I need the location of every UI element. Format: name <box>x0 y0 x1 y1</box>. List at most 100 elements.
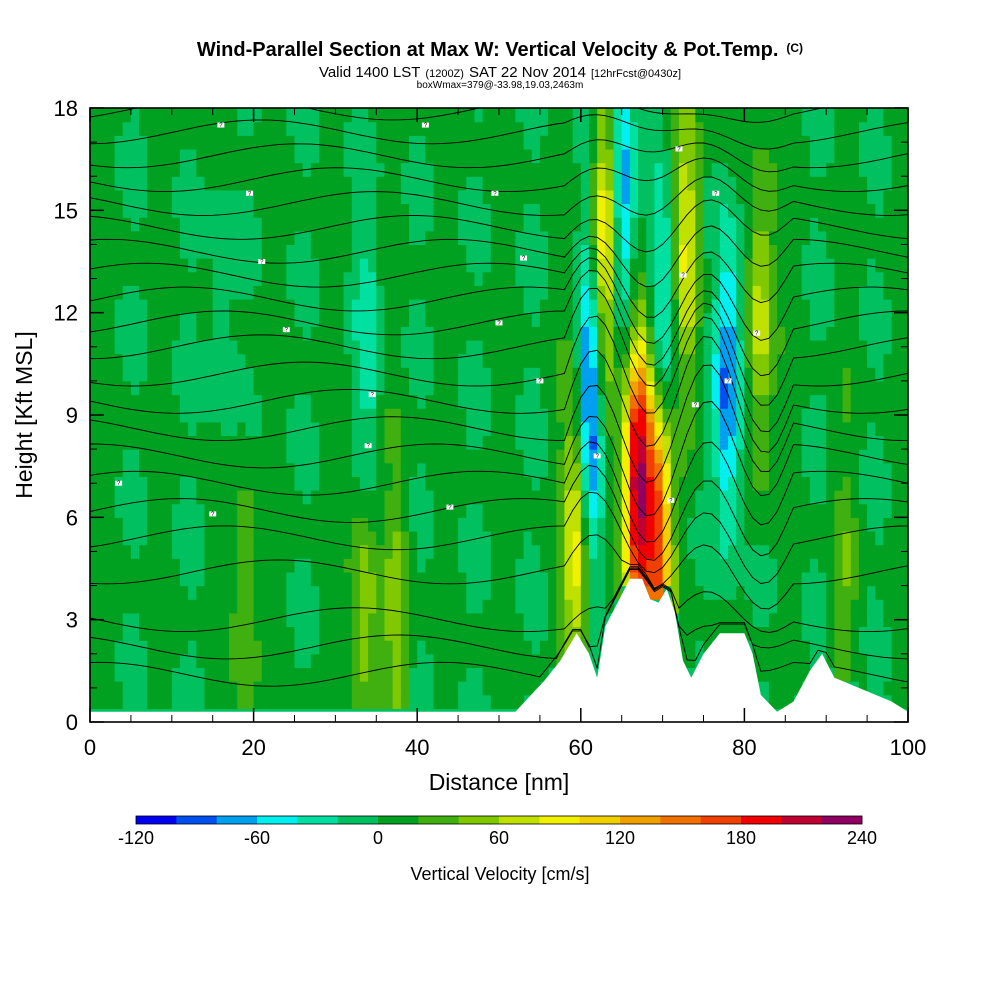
velocity-cell <box>613 367 623 382</box>
velocity-cell <box>409 162 418 177</box>
velocity-cell <box>139 585 148 600</box>
velocity-cell <box>858 271 868 286</box>
velocity-cell <box>482 681 492 696</box>
velocity-cell <box>114 435 124 450</box>
velocity-cell <box>269 162 279 177</box>
velocity-cell <box>310 148 320 164</box>
velocity-cell <box>752 599 762 614</box>
velocity-cell <box>744 435 754 450</box>
velocity-cell <box>220 299 230 314</box>
velocity-cell <box>139 694 148 709</box>
velocity-cell <box>114 462 124 477</box>
velocity-cell <box>359 449 369 464</box>
velocity-cell <box>531 476 541 491</box>
velocity-cell <box>662 353 672 368</box>
velocity-cell <box>139 612 148 628</box>
velocity-cell <box>278 517 287 532</box>
velocity-cell <box>621 408 631 423</box>
velocity-cell <box>719 367 729 382</box>
velocity-cell <box>678 203 688 218</box>
velocity-cell <box>245 258 255 273</box>
velocity-cell <box>695 421 705 437</box>
velocity-cell <box>842 367 852 382</box>
velocity-cell <box>474 490 484 505</box>
velocity-cell <box>302 476 312 491</box>
velocity-cell <box>826 285 835 300</box>
velocity-cell <box>548 571 557 587</box>
velocity-cell <box>139 380 148 396</box>
velocity-cell <box>499 612 508 628</box>
velocity-cell <box>531 517 541 532</box>
velocity-cell <box>310 476 320 491</box>
velocity-cell <box>261 339 271 355</box>
velocity-cell <box>376 135 386 150</box>
velocity-cell <box>850 380 860 396</box>
velocity-cell <box>122 189 132 205</box>
velocity-cell <box>122 339 132 355</box>
velocity-cell <box>245 462 255 477</box>
velocity-cell <box>654 258 664 273</box>
velocity-cell <box>785 626 795 641</box>
velocity-cell <box>793 558 803 573</box>
velocity-cell <box>409 326 418 341</box>
velocity-cell <box>597 462 606 477</box>
velocity-cell <box>368 653 377 669</box>
velocity-cell <box>850 244 860 259</box>
velocity-cell <box>850 189 860 205</box>
velocity-cell <box>139 490 148 505</box>
subtitle-utc: (1200Z) <box>425 68 464 80</box>
velocity-cell <box>294 108 304 123</box>
velocity-cell <box>376 271 386 286</box>
velocity-cell <box>433 694 443 709</box>
isentrope-line <box>90 491 908 584</box>
velocity-cell <box>278 148 287 164</box>
velocity-cell <box>359 421 369 437</box>
velocity-cell <box>245 571 255 587</box>
velocity-cell <box>98 299 107 314</box>
velocity-cell <box>687 530 696 546</box>
velocity-cell <box>441 462 451 477</box>
velocity-cell <box>237 544 247 559</box>
velocity-cell <box>621 162 631 177</box>
velocity-cell <box>90 421 99 437</box>
velocity-cell <box>245 244 255 259</box>
velocity-cell <box>449 612 459 628</box>
velocity-cell <box>588 230 598 246</box>
velocity-cell <box>179 408 189 423</box>
velocity-cell <box>850 408 860 423</box>
velocity-cell <box>425 503 435 518</box>
velocity-cell <box>392 503 402 518</box>
velocity-cell <box>711 571 721 587</box>
velocity-cell <box>662 176 672 191</box>
velocity-cell <box>368 599 377 614</box>
velocity-cell <box>229 367 238 382</box>
velocity-cell <box>237 571 247 587</box>
velocity-cell <box>597 408 606 423</box>
velocity-cell <box>163 599 173 614</box>
velocity-cell <box>523 640 533 655</box>
velocity-cell <box>449 653 459 669</box>
velocity-cell <box>327 244 336 259</box>
velocity-cell <box>90 694 99 709</box>
velocity-cell <box>556 353 566 368</box>
isentrope-label-box <box>421 122 429 128</box>
velocity-cell <box>572 339 582 355</box>
velocity-cell <box>777 435 786 450</box>
velocity-cell <box>531 108 541 123</box>
velocity-cell <box>703 599 713 614</box>
velocity-cell <box>605 585 615 600</box>
velocity-cell <box>499 299 508 314</box>
velocity-cell <box>98 681 107 696</box>
velocity-cell <box>310 353 320 368</box>
velocity-cell <box>850 667 860 682</box>
velocity-cell <box>728 421 737 437</box>
velocity-cell <box>564 544 574 559</box>
velocity-cell <box>474 653 484 669</box>
velocity-cell <box>204 585 214 600</box>
velocity-cell <box>867 367 876 382</box>
velocity-cell <box>564 435 574 450</box>
velocity-cell <box>891 367 901 382</box>
velocity-cell <box>179 121 189 136</box>
velocity-cell <box>629 312 639 327</box>
velocity-cell <box>826 148 835 164</box>
